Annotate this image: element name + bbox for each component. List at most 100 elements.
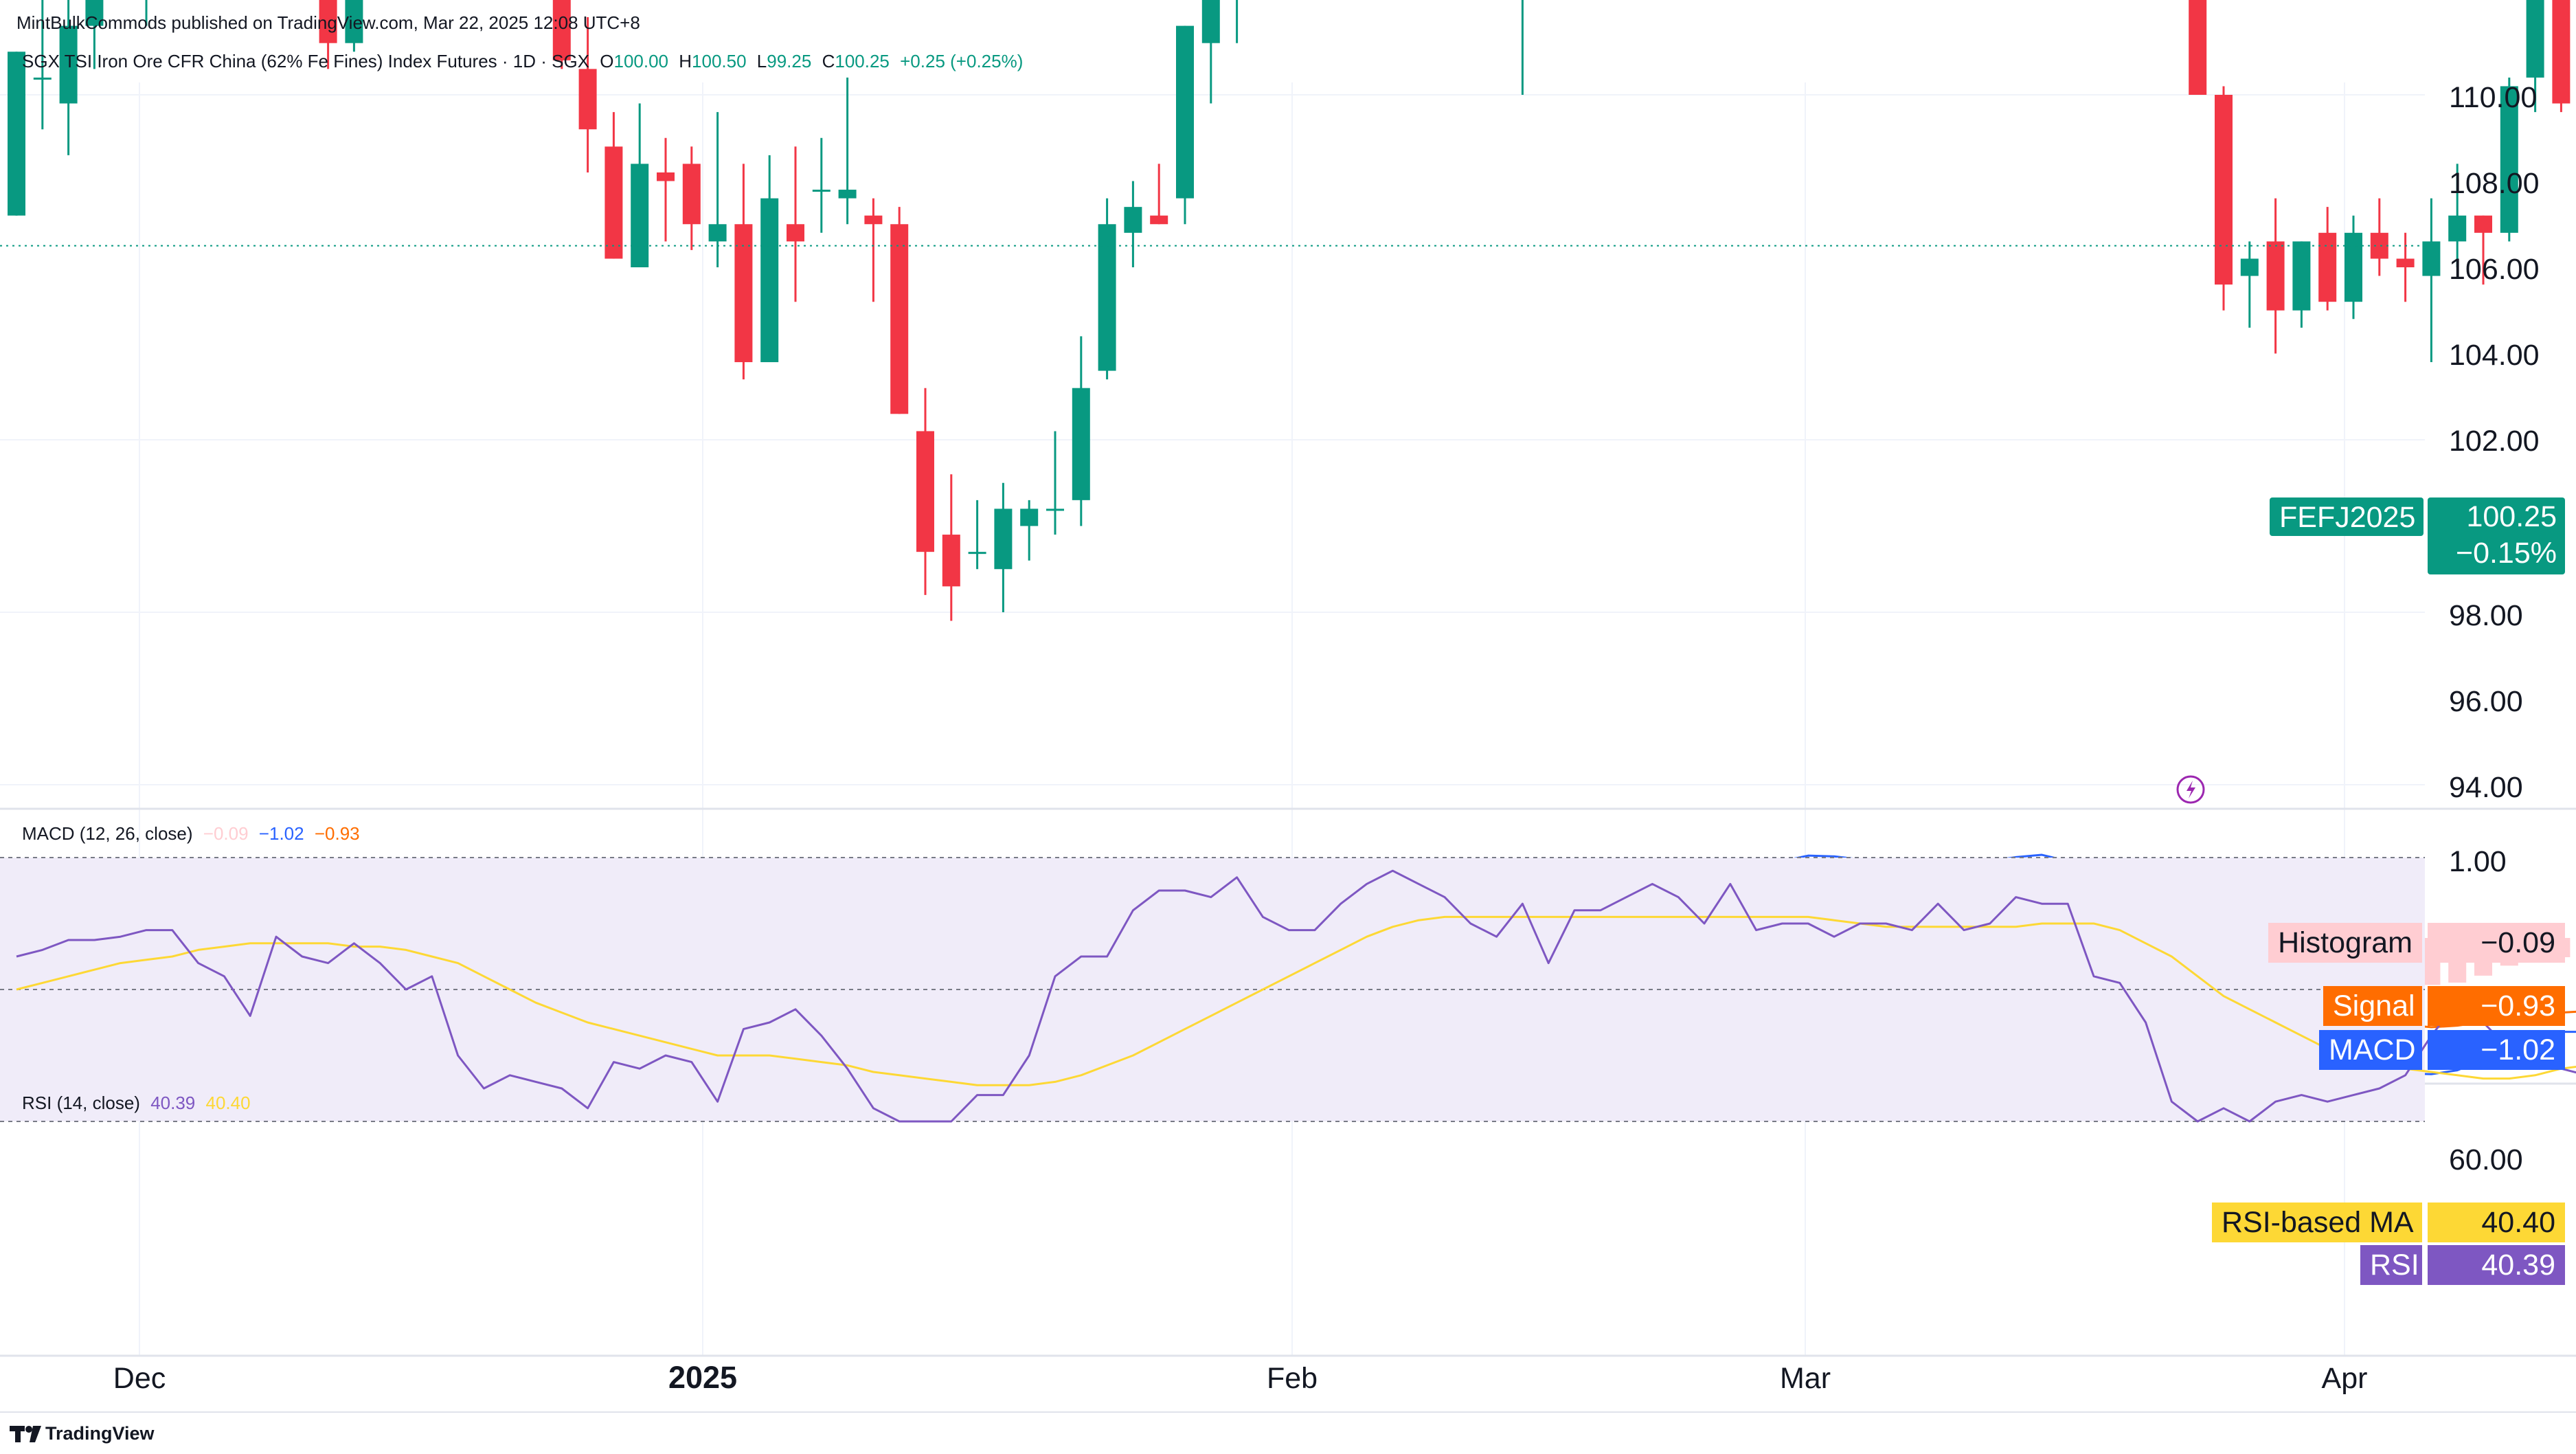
candle-body (994, 508, 1013, 570)
rsi-legend-title: RSI (14, close) (22, 1093, 140, 1113)
candle-body (1124, 207, 1142, 233)
macd-value: −1.02 (2428, 1030, 2565, 1070)
candle-body (1046, 508, 1064, 511)
symbol-badge[interactable]: FEFJ2025 (2270, 497, 2424, 536)
candle-body (942, 535, 960, 587)
rsi-pane (0, 857, 2576, 1123)
candle-body (2345, 232, 2362, 302)
time-label-apr: Apr (2322, 1362, 2368, 1395)
candle-body (2396, 258, 2415, 267)
lightning-icon[interactable] (2176, 775, 2205, 804)
candle-body (2189, 0, 2207, 95)
rsi-tick-60: 60.00 (2449, 1143, 2523, 1176)
macd-legend[interactable]: MACD (12, 26, close) −0.09 −1.02 −0.93 (22, 823, 360, 845)
candle-body (552, 0, 571, 60)
price-tick-104: 104.00 (2449, 339, 2540, 372)
candle-body (1098, 224, 1116, 371)
candle-body (578, 69, 597, 130)
published-by: MintBulkCommods published on TradingView… (16, 12, 640, 33)
histogram-value: −0.09 (2428, 923, 2565, 963)
candle-body (345, 0, 363, 43)
candle-body (2474, 215, 2492, 233)
candle-body (2552, 0, 2571, 104)
candle-body (890, 224, 909, 414)
rsi-ma-label[interactable]: RSI-based MA (2212, 1203, 2422, 1242)
candle-body (2448, 215, 2467, 242)
ohlc-close-label: C (822, 51, 835, 71)
price-axis[interactable]: 110.00 108.00 106.00 104.00 102.00 98.00… (2449, 81, 2540, 804)
price-tick-108: 108.00 (2449, 167, 2540, 200)
price-tick-94: 94.00 (2449, 771, 2523, 804)
candle-body (734, 224, 753, 363)
tradingview-logo-icon (10, 1426, 41, 1442)
macd-legend-macd: −1.02 (258, 823, 304, 844)
last-price-badge[interactable]: 100.25 −0.15% (2428, 497, 2565, 574)
candle-body (2370, 232, 2388, 259)
candle-body (319, 0, 337, 43)
candle-body (631, 164, 649, 267)
time-label-feb: Feb (1267, 1362, 1318, 1395)
macd-legend-signal: −0.93 (314, 823, 360, 844)
candle-body (2526, 0, 2544, 78)
candle-body (59, 25, 78, 104)
ohlc-low-label: L (756, 51, 767, 71)
rsi-value: 40.39 (2428, 1245, 2565, 1285)
macd-legend-title: MACD (12, 26, close) (22, 823, 193, 844)
symbol-title: SGX TSI Iron Ore CFR China (62% Fe Fines… (22, 51, 590, 71)
candle-body (1020, 508, 1039, 526)
candle-body (2422, 241, 2441, 276)
ohlc-open-label: O (600, 51, 614, 71)
price-tick-98: 98.00 (2449, 599, 2523, 632)
signal-label[interactable]: Signal (2323, 986, 2422, 1026)
macd-label[interactable]: MACD (2319, 1030, 2422, 1070)
candle-body (33, 77, 52, 80)
ohlc-high: 100.50 (692, 51, 747, 71)
histogram-label[interactable]: Histogram (2268, 923, 2422, 963)
candle-body (2318, 232, 2337, 302)
price-tick-96: 96.00 (2449, 685, 2523, 718)
candle-body (968, 552, 986, 555)
candle-body (2240, 258, 2259, 276)
candle-body (2215, 95, 2233, 285)
candle-body (787, 224, 804, 242)
ohlc-low: 99.25 (767, 51, 812, 71)
candle-body (760, 198, 779, 363)
price-tick-106: 106.00 (2449, 253, 2540, 286)
macd-tick-1: 1.00 (2449, 845, 2507, 878)
candle-body (1072, 388, 1090, 500)
candle-body (1201, 0, 1220, 43)
candle-body (8, 52, 25, 216)
candle-body (1176, 25, 1194, 199)
rsi-legend[interactable]: RSI (14, close) 40.39 40.40 (22, 1093, 251, 1114)
candle-body (605, 146, 623, 259)
last-price-change: −0.15% (2455, 537, 2557, 570)
candle-body (657, 172, 675, 181)
time-label-mar: Mar (1780, 1362, 1831, 1395)
time-label-dec: Dec (113, 1362, 166, 1395)
macd-legend-hist: −0.09 (203, 823, 249, 844)
symbol-legend[interactable]: SGX TSI Iron Ore CFR China (62% Fe Fines… (22, 51, 1023, 72)
ohlc-high-label: H (679, 51, 692, 71)
candle-body (1150, 215, 1168, 225)
last-price: 100.25 (2466, 500, 2557, 533)
time-label-2025: 2025 (668, 1360, 737, 1395)
rsi-ma-value: 40.40 (2428, 1203, 2565, 1242)
tradingview-brand: TradingView (45, 1423, 155, 1444)
candle-body (708, 224, 727, 242)
ohlc-close: 100.25 (835, 51, 890, 71)
candle-body (812, 190, 831, 192)
ohlc-open: 100.00 (613, 51, 669, 71)
rsi-label[interactable]: RSI (2360, 1245, 2422, 1285)
rsi-legend-ma: 40.40 (205, 1093, 251, 1113)
candle-body (864, 215, 883, 225)
candle-body (682, 164, 701, 225)
candle-body (2292, 241, 2311, 311)
time-axis[interactable]: Dec 2025 Feb Mar Apr (113, 1360, 2368, 1395)
candle-body (838, 190, 857, 199)
price-tick-102: 102.00 (2449, 425, 2540, 458)
candle-body (85, 0, 104, 26)
candlestick-series (0, 0, 2571, 621)
candle-body (2500, 86, 2518, 233)
rsi-line (16, 869, 2576, 1123)
